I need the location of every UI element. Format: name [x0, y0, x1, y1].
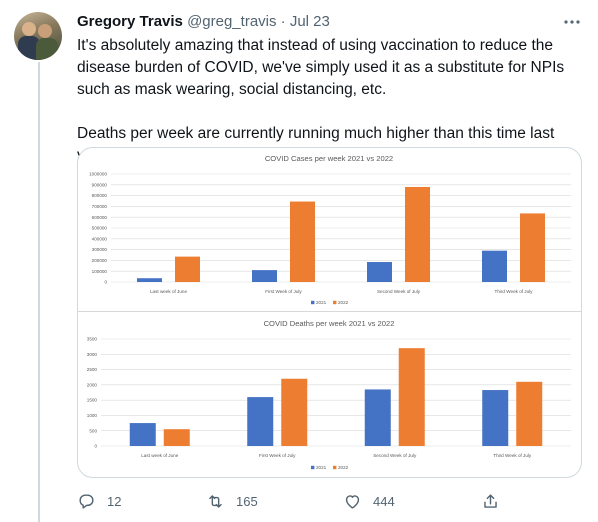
- reply-count: 12: [107, 493, 122, 509]
- legend-label: 2021: [316, 300, 327, 305]
- bar-2022: [281, 378, 308, 446]
- x-tick-label: Second Week of July: [373, 453, 417, 458]
- avatar-person-head: [38, 24, 52, 38]
- bar-2021: [482, 390, 509, 446]
- y-tick-label: 1000: [87, 413, 98, 418]
- reply-icon: [79, 493, 94, 509]
- bar-2021: [137, 278, 162, 282]
- y-tick-label: 400000: [92, 236, 108, 241]
- y-tick-label: 900000: [92, 182, 108, 187]
- bar-2022: [163, 429, 190, 446]
- bar-2021: [367, 262, 392, 282]
- bar-2022: [398, 348, 425, 446]
- bar-2022: [516, 381, 543, 446]
- like-button[interactable]: 444: [343, 490, 395, 512]
- y-tick-label: 200000: [92, 258, 108, 263]
- tweet-media-image[interactable]: COVID Cases per week 2021 vs 2022 0 100000…: [77, 147, 582, 478]
- y-tick-label: 100000: [92, 269, 108, 274]
- y-tick-label: 800000: [92, 193, 108, 198]
- chart-title: COVID Deaths per week 2021 vs 2022: [264, 319, 395, 328]
- retweet-icon: [209, 494, 222, 508]
- x-tick-label: Second Week of July: [377, 289, 421, 294]
- chart-title: COVID Cases per week 2021 vs 2022: [265, 154, 393, 163]
- tweet-actions: 12 165 444: [77, 490, 577, 512]
- avatar-person-body: [18, 36, 40, 60]
- more-horizontal-icon[interactable]: [562, 12, 582, 32]
- chart-divider: [78, 311, 581, 312]
- share-button[interactable]: [481, 490, 511, 512]
- x-tick-label: Third Week of July: [495, 289, 534, 294]
- retweet-count: 165: [236, 493, 258, 509]
- legend-label: 2022: [338, 465, 349, 470]
- author-handle[interactable]: @greg_travis: [187, 13, 277, 30]
- y-tick-label: 3500: [87, 337, 98, 342]
- y-tick-label: 500000: [92, 226, 108, 231]
- legend-swatch: [333, 465, 337, 470]
- tweet-date[interactable]: Jul 23: [289, 13, 330, 30]
- tweet-paragraph: It's absolutely amazing that instead of …: [77, 37, 565, 98]
- y-tick-label: 0: [104, 280, 107, 285]
- bar-2021: [129, 423, 156, 446]
- y-tick-label: 1500: [87, 398, 98, 403]
- y-tick-label: 300000: [92, 247, 108, 252]
- bar-2021: [482, 250, 507, 282]
- x-tick-label: Last week of June: [141, 453, 178, 458]
- y-tick-label: 2000: [87, 382, 98, 387]
- bar-2021: [247, 397, 274, 446]
- avatar-person-head: [22, 22, 36, 36]
- bar-2022: [405, 186, 430, 282]
- bar-2022: [290, 201, 315, 282]
- legend-label: 2021: [316, 465, 327, 470]
- legend-swatch: [311, 465, 315, 470]
- retweet-button[interactable]: 165: [206, 490, 258, 512]
- heart-icon: [345, 494, 360, 509]
- y-tick-label: 700000: [92, 204, 108, 209]
- tweet-header: Gregory Travis @greg_travis · Jul 23: [77, 12, 330, 32]
- y-tick-label: 2500: [87, 367, 98, 372]
- y-tick-label: 600000: [92, 215, 108, 220]
- cases-chart: COVID Cases per week 2021 vs 2022 0 100000…: [89, 154, 571, 305]
- x-tick-label: First Week of July: [259, 453, 296, 458]
- reply-button[interactable]: 12: [77, 490, 121, 512]
- bar-2021: [252, 270, 277, 282]
- y-tick-label: 1000000: [89, 172, 107, 177]
- x-tick-label: Third Week of July: [493, 453, 532, 458]
- avatar[interactable]: [14, 12, 62, 60]
- tweet-text: It's absolutely amazing that instead of …: [77, 35, 577, 167]
- y-tick-label: 0: [94, 444, 97, 449]
- thread-line: [38, 62, 40, 522]
- separator-dot: ·: [280, 13, 286, 30]
- bar-2021: [364, 389, 391, 446]
- y-tick-label: 500: [89, 428, 97, 433]
- legend-swatch: [311, 300, 315, 305]
- author-name[interactable]: Gregory Travis: [77, 13, 183, 30]
- bar-2022: [520, 213, 545, 282]
- y-tick-label: 3000: [87, 352, 98, 357]
- avatar-person-body: [36, 38, 58, 60]
- legend-label: 2022: [338, 300, 349, 305]
- legend-swatch: [333, 300, 337, 305]
- x-tick-label: First Week of July: [265, 289, 302, 294]
- deaths-chart: COVID Deaths per week 2021 vs 2022 0 500 10…: [87, 319, 571, 470]
- x-tick-label: Last week of June: [150, 289, 187, 294]
- bar-2022: [175, 256, 200, 282]
- share-icon: [484, 493, 497, 508]
- like-count: 444: [373, 493, 395, 509]
